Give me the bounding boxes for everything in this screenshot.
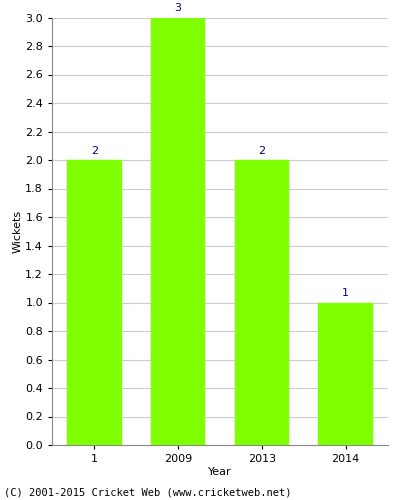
Text: 3: 3 xyxy=(175,3,182,13)
Y-axis label: Wickets: Wickets xyxy=(12,210,22,253)
Bar xyxy=(235,160,289,445)
Bar xyxy=(67,160,122,445)
Text: 2: 2 xyxy=(258,146,266,156)
Text: 2: 2 xyxy=(91,146,98,156)
Text: 1: 1 xyxy=(342,288,349,298)
X-axis label: Year: Year xyxy=(208,467,232,477)
Bar xyxy=(318,302,373,445)
Bar xyxy=(151,18,205,445)
Text: (C) 2001-2015 Cricket Web (www.cricketweb.net): (C) 2001-2015 Cricket Web (www.cricketwe… xyxy=(4,488,292,498)
